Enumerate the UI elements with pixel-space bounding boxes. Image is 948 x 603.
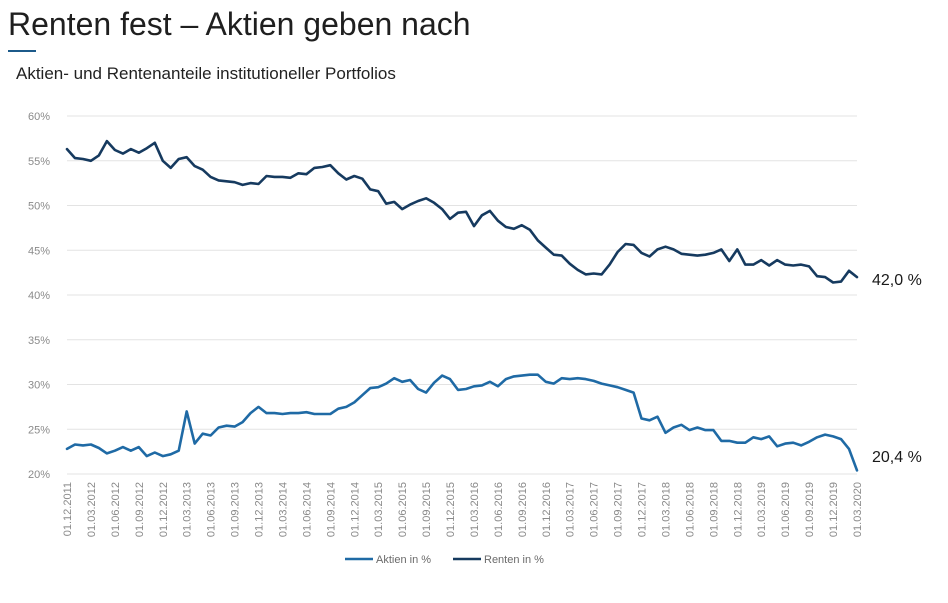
x-tick-label: 01.09.2015 (421, 482, 433, 537)
x-axis-ticks: 01.12.2011 01.03.2012 01.06.2012 01.09.2012… (62, 482, 864, 537)
x-tick-label: 01.03.2012 (86, 482, 98, 537)
x-tick-label: 01.06.2014 (301, 482, 313, 537)
x-tick-label: 01.06.2018 (684, 482, 696, 537)
x-tick-label: 01.06.2016 (493, 482, 505, 537)
x-tick-label: 01.12.2017 (637, 482, 649, 537)
x-tick-label: 01.09.2017 (613, 482, 625, 537)
y-tick-label: 35% (28, 335, 50, 347)
x-tick-label: 01.09.2013 (230, 482, 242, 537)
x-tick-label: 01.12.2015 (445, 482, 457, 537)
series-line-aktien (65, 373, 859, 472)
y-tick-label: 25% (28, 424, 50, 436)
x-tick-label: 01.12.2012 (158, 482, 170, 537)
x-tick-label: 01.12.2011 (62, 482, 74, 536)
x-tick-label: 01.09.2018 (708, 482, 720, 537)
x-tick-label: 01.09.2012 (134, 482, 146, 537)
x-tick-label: 01.03.2019 (756, 482, 768, 537)
x-tick-label: 01.09.2019 (804, 482, 816, 537)
legend-label: Renten in % (484, 554, 544, 566)
x-tick-label: 01.03.2014 (277, 482, 289, 537)
y-tick-label: 45% (28, 245, 50, 257)
chart-subtitle: Aktien- und Rentenanteile institutionell… (16, 64, 396, 83)
y-tick-label: 55% (28, 156, 50, 168)
x-tick-label: 01.06.2015 (397, 482, 409, 537)
x-tick-label: 01.12.2019 (828, 482, 840, 537)
legend-label: Aktien in % (376, 554, 431, 566)
end-value-label: 42,0 % (872, 272, 922, 289)
y-tick-label: 50% (28, 201, 50, 213)
end-value-label: 20,4 % (872, 449, 922, 466)
gridlines (67, 115, 857, 475)
y-tick-label: 20% (28, 469, 50, 481)
x-tick-label: 01.12.2013 (254, 482, 266, 537)
x-tick-label: 01.03.2016 (469, 482, 481, 537)
x-tick-label: 01.12.2016 (541, 482, 553, 537)
x-tick-label: 01.03.2013 (182, 482, 194, 537)
x-tick-label: 01.03.2015 (373, 482, 385, 537)
x-tick-label: 01.06.2013 (206, 482, 218, 537)
series-line-renten (65, 139, 859, 284)
y-axis-ticks: 20% 25% 30% 35% 40% 45% 50% 55% 60% (28, 111, 50, 481)
x-tick-label: 01.03.2017 (565, 482, 577, 537)
y-tick-label: 60% (28, 111, 50, 123)
x-tick-label: 01.03.2018 (660, 482, 672, 537)
x-tick-label: 01.03.2020 (852, 482, 864, 537)
chart-title: Renten fest – Aktien geben nach (8, 6, 471, 42)
end-labels: 20,4 % 42,0 % (872, 272, 922, 466)
y-tick-label: 30% (28, 380, 50, 392)
x-tick-label: 01.06.2017 (589, 482, 601, 537)
x-tick-label: 01.06.2012 (110, 482, 122, 537)
legend: Aktien in % Renten in % (345, 554, 544, 566)
series-lines (65, 139, 859, 472)
y-tick-label: 40% (28, 290, 50, 302)
x-tick-label: 01.09.2016 (517, 482, 529, 537)
x-tick-label: 01.12.2018 (732, 482, 744, 537)
x-tick-label: 01.09.2014 (325, 482, 337, 537)
x-tick-label: 01.06.2019 (780, 482, 792, 537)
title-underline (8, 50, 36, 52)
x-tick-label: 01.12.2014 (349, 482, 361, 537)
